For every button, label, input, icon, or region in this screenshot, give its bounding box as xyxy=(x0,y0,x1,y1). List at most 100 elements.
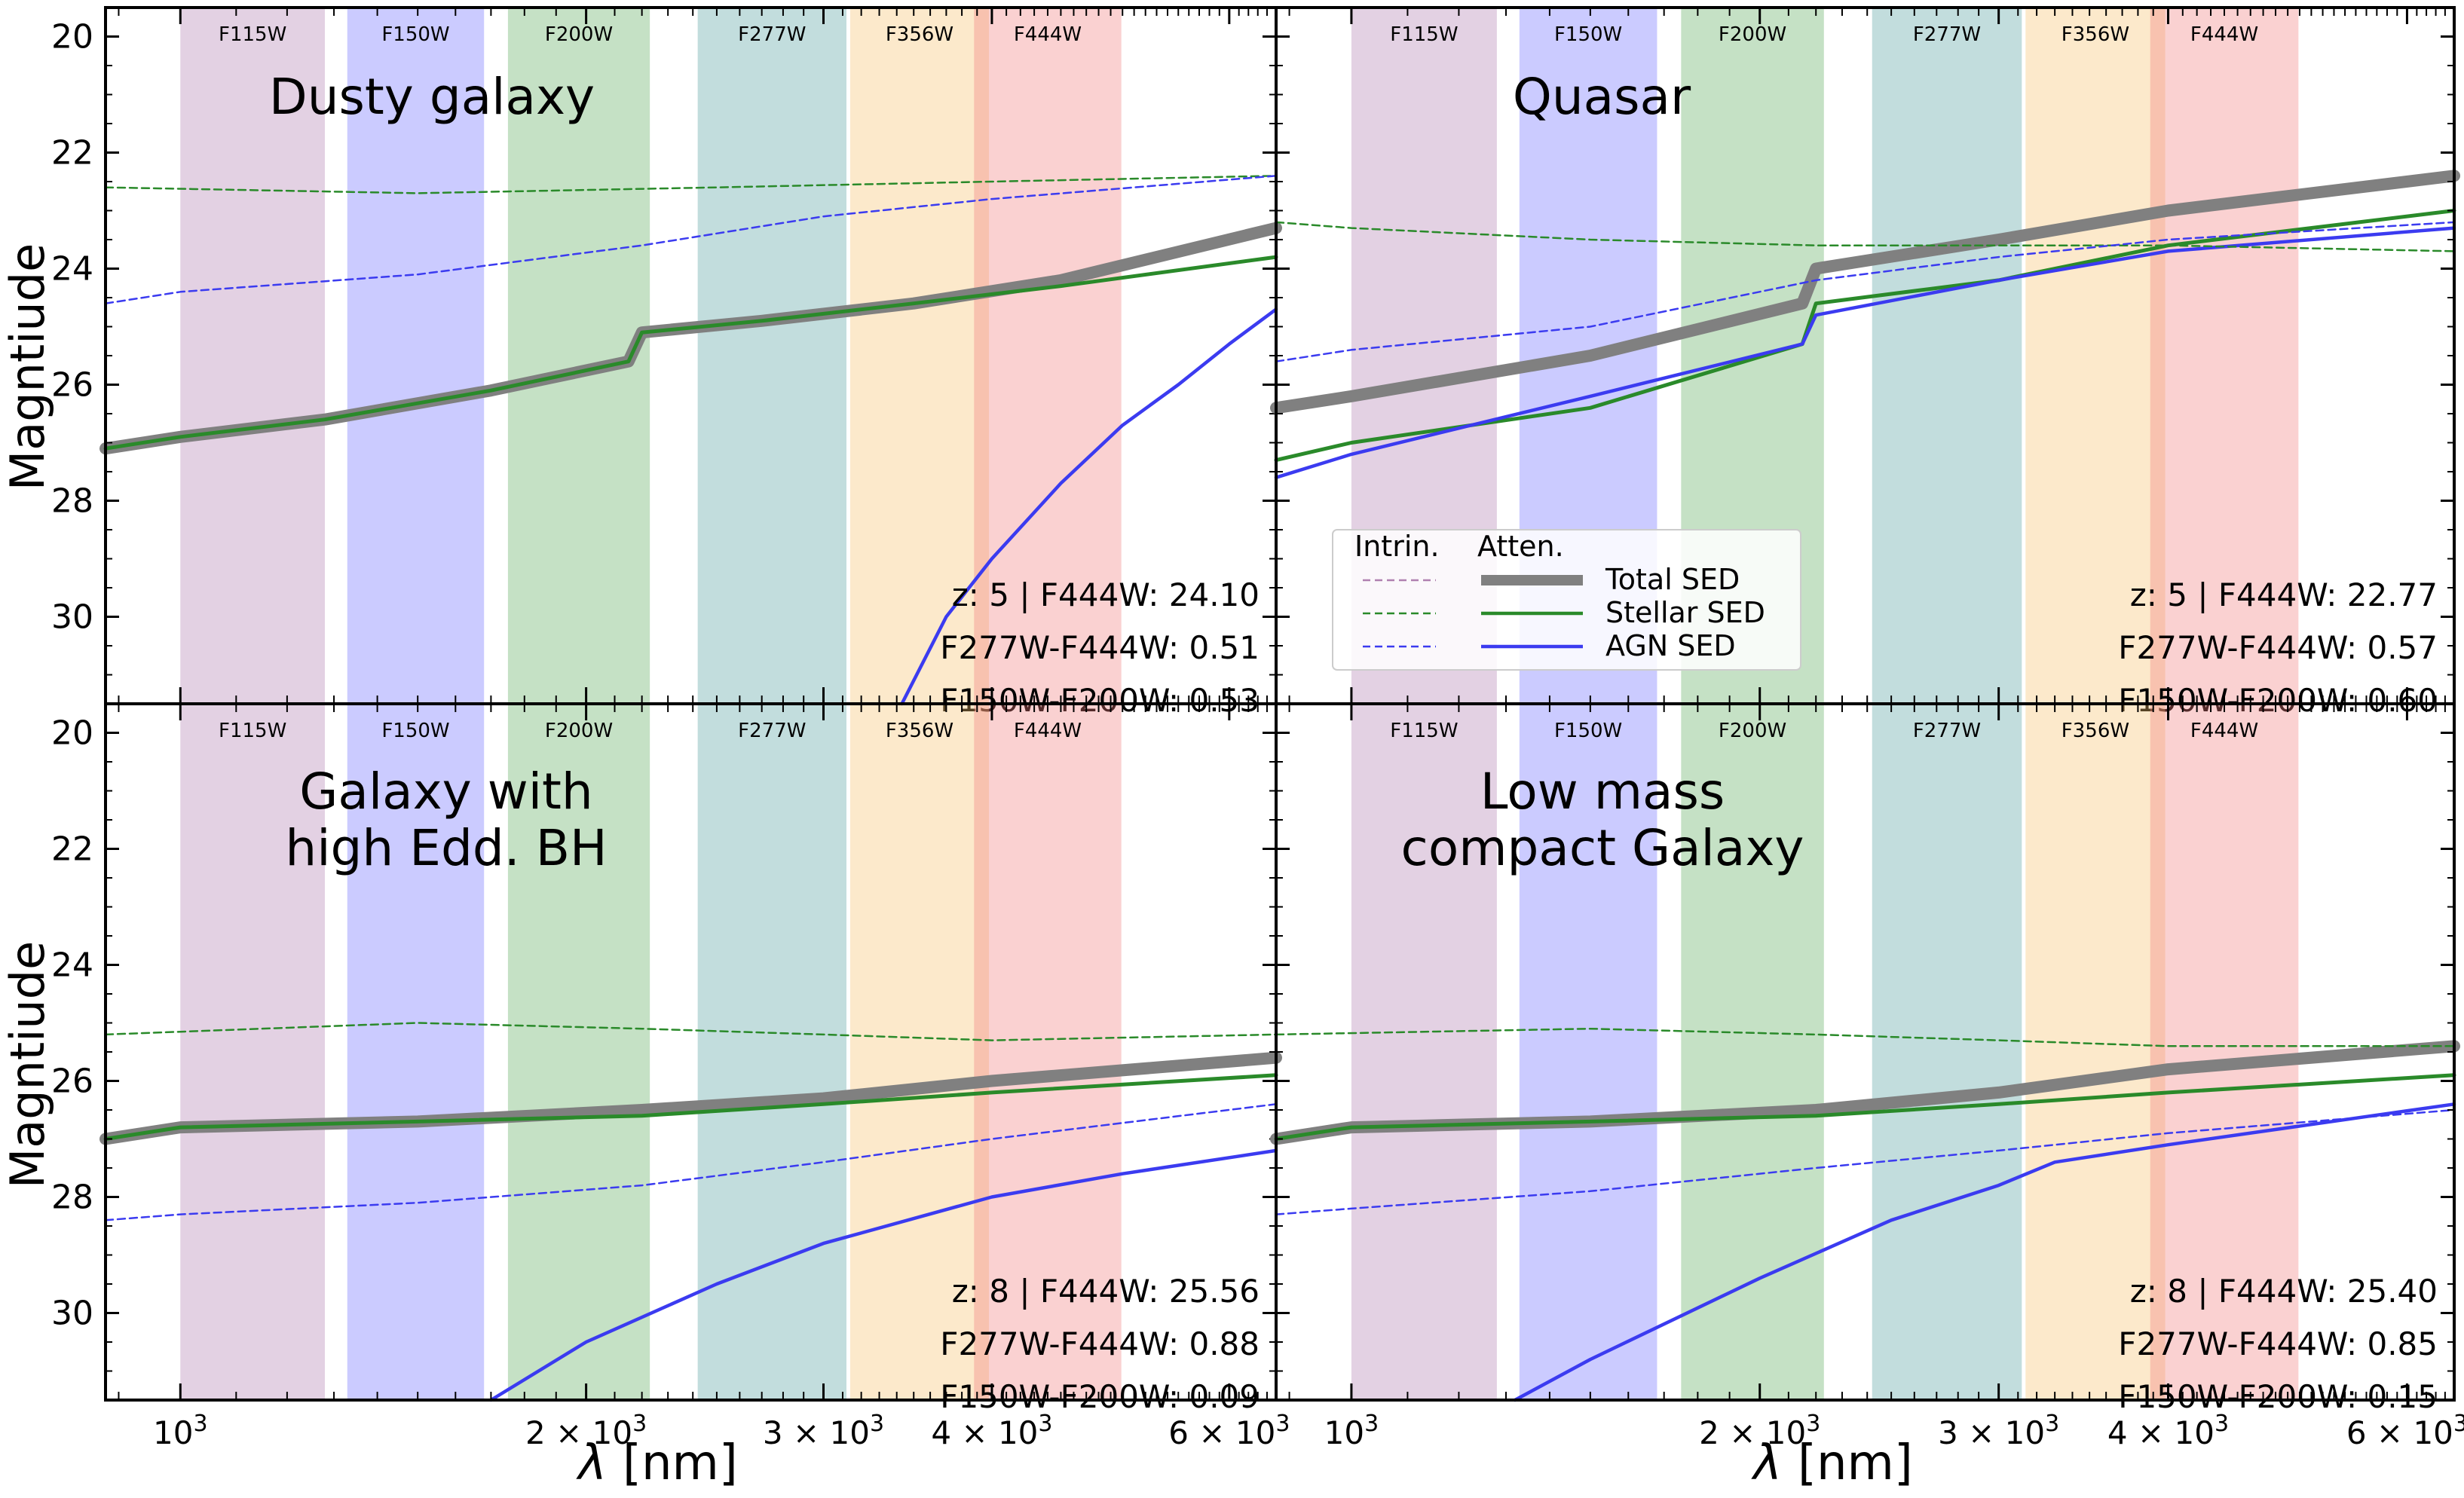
filter-bands: F115W F150W F200W F277W F356W F444W xyxy=(180,704,1122,1400)
filter-band-f356w xyxy=(849,704,990,1400)
filter-band-f150w xyxy=(1519,704,1657,1400)
annotation-line-3: F150W-F200W: 0.53 xyxy=(940,682,1260,719)
series-stellar-solid xyxy=(103,255,1278,451)
y-tick-label: 20 xyxy=(51,18,93,57)
filter-label-f200w: F200W xyxy=(545,720,613,742)
filter-label-f200w: F200W xyxy=(1719,720,1786,742)
filter-band-f150w xyxy=(347,8,485,704)
y-tick-label: 30 xyxy=(51,598,93,637)
legend-header-intrinsic: Intrin. xyxy=(1354,530,1440,563)
annotation-line-2: F277W-F444W: 0.88 xyxy=(940,1325,1260,1362)
annotation-line-3: F150W-F200W: 0.60 xyxy=(2118,682,2438,719)
legend-label-total: Total SED xyxy=(1605,563,1740,596)
x-axis-label-left-symbol: λ xyxy=(576,1435,607,1491)
filter-label-f115w: F115W xyxy=(219,720,286,742)
annotation-line-1: z: 5 | F444W: 24.10 xyxy=(952,576,1260,613)
panel-galaxy-high-edd-bh: F115W F150W F200W F277W F356W F444W 20 22 24 26 2… xyxy=(51,702,1290,1451)
filter-band-f277w xyxy=(697,704,846,1400)
filter-band-f356w xyxy=(2025,704,2166,1400)
legend-header-attenuated: Atten. xyxy=(1477,530,1564,563)
x-tick-label: 6 × 103 xyxy=(1168,1411,1290,1451)
panel-title-line: Dusty galaxy xyxy=(269,68,595,126)
series-agn-dashed xyxy=(104,175,1278,304)
x-tick-label: 6 × 103 xyxy=(2346,1411,2464,1451)
filter-label-f277w: F277W xyxy=(1913,720,1981,742)
filter-bands: F115W F150W F200W F277W F356W F444W xyxy=(1351,704,2299,1400)
filter-label-f277w: F277W xyxy=(738,720,806,742)
panel-title: Quasar xyxy=(1513,68,1691,126)
panel-title-line: Low mass xyxy=(1480,763,1725,821)
filter-band-f115w xyxy=(180,704,326,1400)
filter-label-f150w: F150W xyxy=(381,720,449,742)
filter-label-f200w: F200W xyxy=(1719,23,1786,46)
series-stellar-solid xyxy=(1274,209,2456,463)
annotation-line-1: z: 8 | F444W: 25.56 xyxy=(952,1273,1260,1310)
annotation-line-2: F277W-F444W: 0.85 xyxy=(2118,1325,2438,1362)
filter-label-f115w: F115W xyxy=(219,23,286,46)
filter-label-f356w: F356W xyxy=(886,720,953,742)
y-axis-label-bottom: Magntiude xyxy=(0,941,55,1188)
x-tick-label: 3 × 103 xyxy=(763,1411,884,1451)
series-stellar-solid xyxy=(103,1073,1278,1141)
panel-title-line: Quasar xyxy=(1513,68,1691,126)
y-tick-label: 22 xyxy=(51,134,93,173)
series-agn-dashed xyxy=(1275,1108,2456,1215)
x-axis-label-right-symbol: λ xyxy=(1751,1435,1782,1491)
filter-band-f444w xyxy=(2150,704,2299,1400)
series-stellar-dashed xyxy=(104,1022,1278,1041)
filter-band-f115w xyxy=(1351,704,1497,1400)
y-tick-label: 20 xyxy=(51,714,93,753)
legend-label-agn: AGN SED xyxy=(1605,629,1736,662)
panel-low-mass-compact-galaxy: F115W F150W F200W F277W F356W F444W 103 2 × 10… xyxy=(1270,702,2464,1451)
panel-dusty-galaxy: F115W F150W F200W F277W F356W F444W 20 22 24 26 2… xyxy=(51,6,1282,719)
x-tick-label-exponent: 3 xyxy=(1806,1411,1820,1437)
panel-title-line: compact Galaxy xyxy=(1401,819,1804,877)
x-tick-label-exponent: 3 xyxy=(1038,1411,1052,1437)
x-axis-label-left-unit: [nm] xyxy=(623,1435,738,1491)
filter-band-f444w xyxy=(974,8,1122,704)
filter-label-f200w: F200W xyxy=(545,23,613,46)
axis-ticks: 103 2 × 103 3 × 103 4 × 103 6 × 103 xyxy=(1276,703,2464,1451)
x-tick-label: 2 × 103 xyxy=(1699,1411,1820,1451)
series-total-thick xyxy=(1270,170,2460,414)
sed-curves xyxy=(1270,1027,2460,1402)
legend-label-stellar: Stellar SED xyxy=(1605,596,1765,629)
sed-curves xyxy=(99,1022,1282,1402)
filter-label-f356w: F356W xyxy=(2061,720,2129,742)
filter-band-f444w xyxy=(974,704,1122,1400)
x-tick-label: 4 × 103 xyxy=(931,1411,1052,1451)
x-tick-label-exponent: 3 xyxy=(2215,1411,2229,1437)
annotation-line-2: F277W-F444W: 0.51 xyxy=(940,629,1260,666)
filter-label-f150w: F150W xyxy=(381,23,449,46)
y-tick-label: 26 xyxy=(51,366,93,405)
x-tick-label-exponent: 3 xyxy=(632,1411,647,1437)
filter-label-f444w: F444W xyxy=(1014,23,1082,46)
filter-label-f444w: F444W xyxy=(1014,720,1082,742)
series-stellar-dashed xyxy=(1275,221,2456,252)
filter-band-f277w xyxy=(697,8,846,704)
filter-label-f150w: F150W xyxy=(1554,720,1622,742)
filter-band-f356w xyxy=(849,8,990,704)
y-tick-label: 24 xyxy=(51,946,93,985)
filter-band-f150w xyxy=(347,704,485,1400)
filter-label-f115w: F115W xyxy=(1390,23,1458,46)
filter-label-f356w: F356W xyxy=(2061,23,2129,46)
x-tick-label-exponent: 3 xyxy=(1364,1411,1379,1437)
series-agn-dashed xyxy=(104,1103,1278,1221)
y-tick-label: 24 xyxy=(51,250,93,289)
y-tick-label: 28 xyxy=(51,1179,93,1217)
x-tick-label-exponent: 3 xyxy=(1275,1411,1290,1437)
panel-title: Dusty galaxy xyxy=(269,68,595,126)
x-tick-label: 4 × 103 xyxy=(2107,1411,2229,1451)
x-tick-label: 3 × 103 xyxy=(1938,1411,2059,1451)
filter-band-f444w xyxy=(2150,8,2299,704)
x-tick-label-exponent: 3 xyxy=(193,1411,207,1437)
filter-band-f200w xyxy=(1681,704,1824,1400)
panel-title-line: Galaxy with xyxy=(299,763,593,821)
y-tick-label: 22 xyxy=(51,830,93,869)
series-agn-dashed xyxy=(1275,221,2456,362)
annotation-line-3: F150W-F200W: 0.15 xyxy=(2118,1378,2438,1415)
y-tick-label: 26 xyxy=(51,1062,93,1101)
